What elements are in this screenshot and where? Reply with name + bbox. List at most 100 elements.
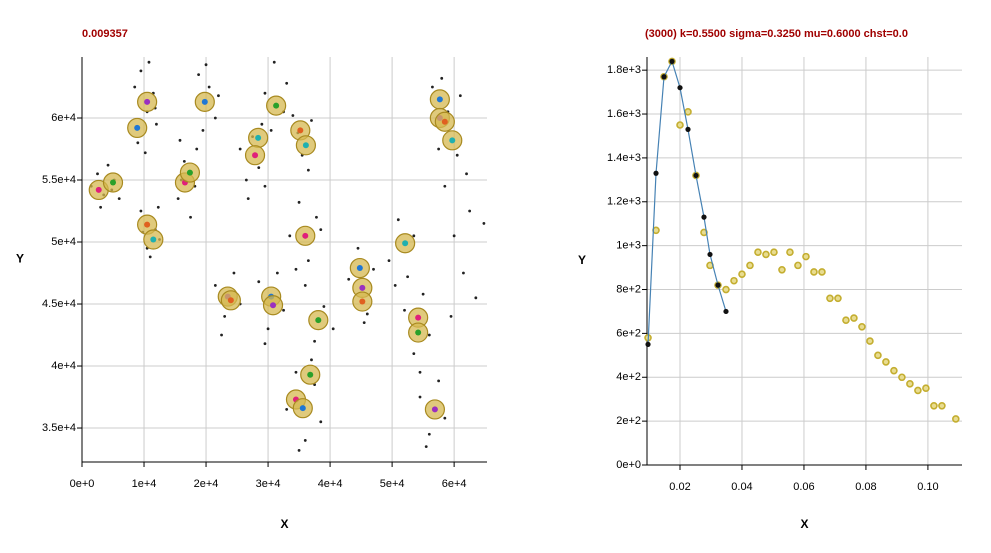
x-tick-label: 0.10 xyxy=(917,481,938,493)
point xyxy=(474,296,478,300)
point xyxy=(882,358,890,366)
point xyxy=(178,138,182,142)
cluster-center xyxy=(297,127,304,134)
point xyxy=(421,292,425,296)
point xyxy=(418,370,422,374)
y-tick-label: 3.5e+4 xyxy=(42,422,76,434)
point xyxy=(232,271,236,275)
point xyxy=(906,380,914,388)
point xyxy=(331,327,335,331)
point xyxy=(176,197,180,201)
point xyxy=(890,366,898,375)
point xyxy=(440,76,444,80)
point xyxy=(285,408,289,411)
point xyxy=(424,445,428,449)
point xyxy=(220,333,223,337)
x-tick-label: 0.02 xyxy=(669,481,690,493)
point xyxy=(661,74,667,80)
point xyxy=(730,276,738,285)
point xyxy=(195,147,199,151)
point xyxy=(412,234,416,238)
point xyxy=(677,85,683,91)
point xyxy=(930,401,938,410)
point xyxy=(427,333,431,337)
point xyxy=(437,379,441,383)
cluster-center xyxy=(144,221,151,228)
point xyxy=(431,85,434,89)
point xyxy=(139,209,143,213)
point xyxy=(754,248,762,257)
point xyxy=(455,153,459,157)
point xyxy=(826,294,834,303)
point xyxy=(396,218,400,222)
cluster-center xyxy=(144,98,151,105)
y-tick-label: 0e+0 xyxy=(616,459,641,471)
point xyxy=(297,448,301,452)
point xyxy=(213,284,217,287)
point xyxy=(297,200,301,204)
x-axis-label: X xyxy=(280,517,288,531)
cluster-center xyxy=(356,265,363,272)
y-tick-label: 6e+4 xyxy=(51,112,76,124)
point xyxy=(738,270,746,278)
x-tick-label: 0.04 xyxy=(731,481,752,493)
point xyxy=(723,308,729,315)
cluster-center xyxy=(186,169,193,176)
point xyxy=(387,259,391,263)
y-tick-label: 1.2e+3 xyxy=(607,196,641,208)
point xyxy=(260,122,264,126)
x-tick-label: 5e+4 xyxy=(380,478,405,490)
point xyxy=(794,261,802,270)
y-tick-label: 4e+4 xyxy=(51,360,76,372)
point xyxy=(263,184,267,188)
point xyxy=(365,312,369,316)
chart-title: 0.009357 xyxy=(82,28,128,40)
point xyxy=(136,141,140,145)
point xyxy=(676,121,684,129)
point xyxy=(356,246,360,250)
cluster-center xyxy=(134,124,141,131)
cluster-center xyxy=(415,314,422,321)
cluster-center xyxy=(431,406,438,413)
point xyxy=(156,205,160,209)
point xyxy=(898,373,906,382)
point xyxy=(722,285,730,294)
point xyxy=(685,126,691,132)
cluster-center xyxy=(359,284,366,291)
point xyxy=(275,271,279,275)
point xyxy=(437,147,441,151)
point xyxy=(303,284,307,287)
cluster-center xyxy=(270,302,277,309)
point xyxy=(802,252,810,261)
point xyxy=(189,215,192,219)
point xyxy=(693,172,699,179)
point xyxy=(99,205,103,209)
x-tick-label: 2e+4 xyxy=(194,478,219,490)
point xyxy=(778,265,786,274)
y-tick-label: 2e+2 xyxy=(616,415,641,427)
point xyxy=(117,197,121,201)
point xyxy=(850,314,858,322)
point xyxy=(715,282,721,288)
x-tick-label: 6e+4 xyxy=(442,478,467,490)
point xyxy=(482,222,486,225)
y-tick-label: 5e+4 xyxy=(51,236,76,248)
point xyxy=(306,259,310,263)
point xyxy=(310,119,313,122)
point xyxy=(645,341,651,347)
y-axis-label: Y xyxy=(16,252,24,266)
point xyxy=(952,415,960,423)
y-tick-label: 4.5e+4 xyxy=(42,298,76,310)
point xyxy=(770,248,778,257)
cluster-center xyxy=(302,142,309,149)
point xyxy=(786,248,794,257)
x-tick-label: 0.06 xyxy=(793,481,814,493)
cluster-center xyxy=(150,236,157,243)
point xyxy=(223,315,227,318)
point xyxy=(201,129,205,132)
point xyxy=(257,280,261,284)
x-axis-label: X xyxy=(800,517,808,531)
cluster-center xyxy=(255,134,262,141)
point xyxy=(310,358,313,362)
